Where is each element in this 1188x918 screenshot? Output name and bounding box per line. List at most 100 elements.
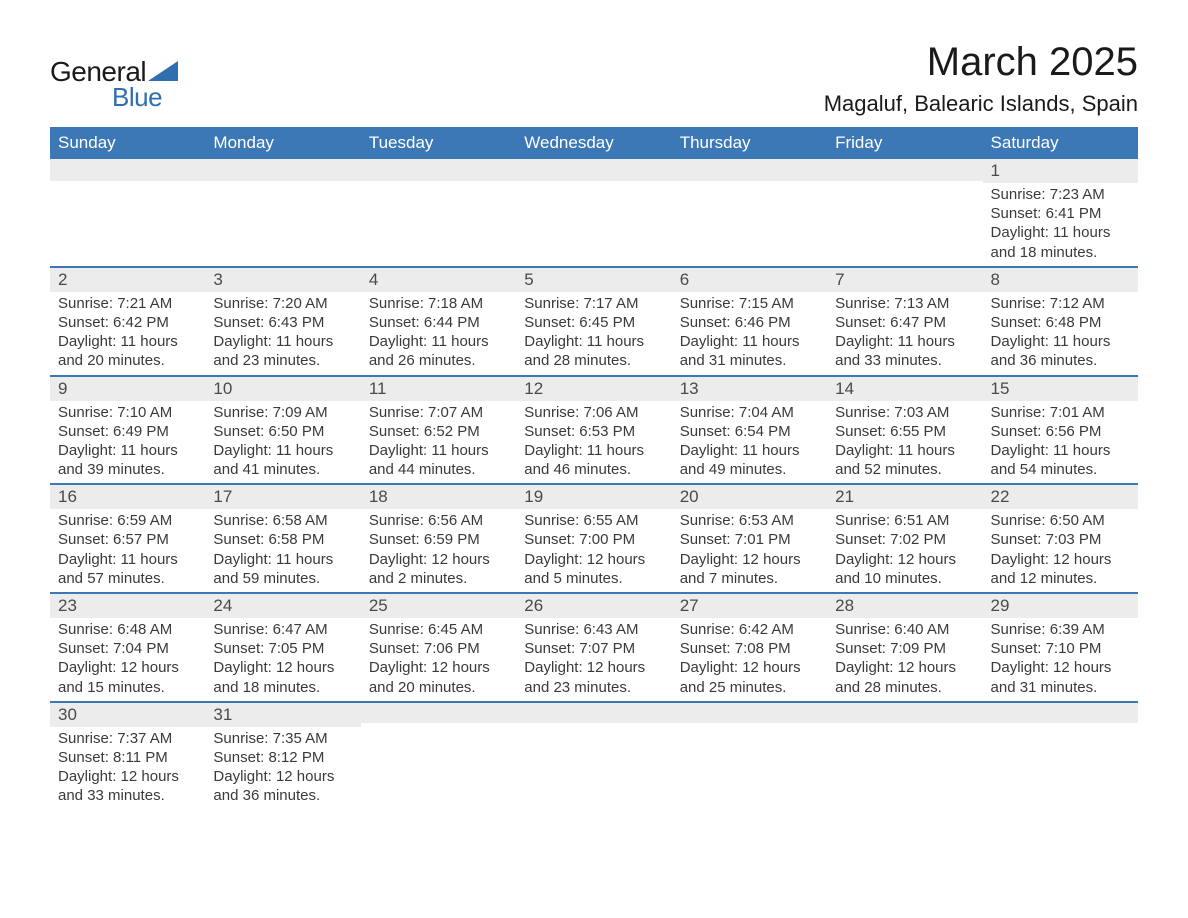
daylight-text: Daylight: 12 hours and 36 minutes. — [213, 767, 352, 805]
day-details — [672, 723, 827, 743]
sunset-text: Sunset: 6:46 PM — [680, 313, 819, 332]
daylight-text: Daylight: 12 hours and 15 minutes. — [58, 658, 197, 696]
daylight-text: Daylight: 12 hours and 33 minutes. — [58, 767, 197, 805]
day-details: Sunrise: 7:10 AMSunset: 6:49 PMDaylight:… — [50, 401, 205, 484]
daylight-text: Daylight: 11 hours and 20 minutes. — [58, 332, 197, 370]
sunset-text: Sunset: 6:54 PM — [680, 422, 819, 441]
day-number: 2 — [50, 266, 205, 292]
day-number: 22 — [983, 483, 1138, 509]
calendar-cell: 27Sunrise: 6:42 AMSunset: 7:08 PMDayligh… — [672, 592, 827, 701]
sunset-text: Sunset: 6:56 PM — [991, 422, 1130, 441]
day-header: Saturday — [983, 127, 1138, 159]
sunrise-text: Sunrise: 6:42 AM — [680, 620, 819, 639]
calendar-cell: 30Sunrise: 7:37 AMSunset: 8:11 PMDayligh… — [50, 701, 205, 810]
day-number: 4 — [361, 266, 516, 292]
calendar-cell: 11Sunrise: 7:07 AMSunset: 6:52 PMDayligh… — [361, 375, 516, 484]
day-number: 20 — [672, 483, 827, 509]
calendar-cell: 3Sunrise: 7:20 AMSunset: 6:43 PMDaylight… — [205, 266, 360, 375]
day-details — [50, 181, 205, 201]
daylight-text: Daylight: 12 hours and 7 minutes. — [680, 550, 819, 588]
sunrise-text: Sunrise: 6:53 AM — [680, 511, 819, 530]
day-details: Sunrise: 7:37 AMSunset: 8:11 PMDaylight:… — [50, 727, 205, 810]
day-header: Friday — [827, 127, 982, 159]
sunset-text: Sunset: 6:42 PM — [58, 313, 197, 332]
day-details: Sunrise: 7:21 AMSunset: 6:42 PMDaylight:… — [50, 292, 205, 375]
day-number: 6 — [672, 266, 827, 292]
calendar-cell: 8Sunrise: 7:12 AMSunset: 6:48 PMDaylight… — [983, 266, 1138, 375]
day-number: 24 — [205, 592, 360, 618]
day-number: 9 — [50, 375, 205, 401]
day-number: 12 — [516, 375, 671, 401]
day-number: 10 — [205, 375, 360, 401]
sunset-text: Sunset: 6:55 PM — [835, 422, 974, 441]
day-number — [361, 701, 516, 723]
day-details: Sunrise: 7:17 AMSunset: 6:45 PMDaylight:… — [516, 292, 671, 375]
sunrise-text: Sunrise: 7:21 AM — [58, 294, 197, 313]
calendar-cell: 9Sunrise: 7:10 AMSunset: 6:49 PMDaylight… — [50, 375, 205, 484]
calendar-week-row: 2Sunrise: 7:21 AMSunset: 6:42 PMDaylight… — [50, 266, 1138, 375]
day-number: 17 — [205, 483, 360, 509]
sunrise-text: Sunrise: 7:03 AM — [835, 403, 974, 422]
daylight-text: Daylight: 11 hours and 46 minutes. — [524, 441, 663, 479]
daylight-text: Daylight: 11 hours and 57 minutes. — [58, 550, 197, 588]
sunrise-text: Sunrise: 6:40 AM — [835, 620, 974, 639]
calendar-week-row: 30Sunrise: 7:37 AMSunset: 8:11 PMDayligh… — [50, 701, 1138, 810]
day-details: Sunrise: 6:39 AMSunset: 7:10 PMDaylight:… — [983, 618, 1138, 701]
day-number: 7 — [827, 266, 982, 292]
calendar-cell — [361, 159, 516, 266]
day-number — [672, 159, 827, 181]
day-details: Sunrise: 6:51 AMSunset: 7:02 PMDaylight:… — [827, 509, 982, 592]
day-details: Sunrise: 6:42 AMSunset: 7:08 PMDaylight:… — [672, 618, 827, 701]
day-number: 13 — [672, 375, 827, 401]
day-number: 21 — [827, 483, 982, 509]
calendar-cell: 31Sunrise: 7:35 AMSunset: 8:12 PMDayligh… — [205, 701, 360, 810]
calendar-cell: 7Sunrise: 7:13 AMSunset: 6:47 PMDaylight… — [827, 266, 982, 375]
logo: General Blue — [50, 56, 178, 113]
day-details: Sunrise: 6:58 AMSunset: 6:58 PMDaylight:… — [205, 509, 360, 592]
sunrise-text: Sunrise: 7:10 AM — [58, 403, 197, 422]
sunset-text: Sunset: 6:57 PM — [58, 530, 197, 549]
calendar-cell: 26Sunrise: 6:43 AMSunset: 7:07 PMDayligh… — [516, 592, 671, 701]
calendar-cell — [205, 159, 360, 266]
sunset-text: Sunset: 6:53 PM — [524, 422, 663, 441]
sunset-text: Sunset: 7:09 PM — [835, 639, 974, 658]
calendar-cell: 13Sunrise: 7:04 AMSunset: 6:54 PMDayligh… — [672, 375, 827, 484]
sunset-text: Sunset: 6:59 PM — [369, 530, 508, 549]
daylight-text: Daylight: 11 hours and 39 minutes. — [58, 441, 197, 479]
day-details: Sunrise: 7:09 AMSunset: 6:50 PMDaylight:… — [205, 401, 360, 484]
sunrise-text: Sunrise: 6:59 AM — [58, 511, 197, 530]
page-header: General Blue March 2025 Magaluf, Baleari… — [50, 40, 1138, 117]
calendar-cell: 20Sunrise: 6:53 AMSunset: 7:01 PMDayligh… — [672, 483, 827, 592]
sunrise-text: Sunrise: 7:35 AM — [213, 729, 352, 748]
day-number — [50, 159, 205, 181]
calendar-cell — [827, 159, 982, 266]
calendar-cell: 19Sunrise: 6:55 AMSunset: 7:00 PMDayligh… — [516, 483, 671, 592]
calendar-cell: 6Sunrise: 7:15 AMSunset: 6:46 PMDaylight… — [672, 266, 827, 375]
calendar-week-row: 9Sunrise: 7:10 AMSunset: 6:49 PMDaylight… — [50, 375, 1138, 484]
day-number: 5 — [516, 266, 671, 292]
sunrise-text: Sunrise: 7:04 AM — [680, 403, 819, 422]
sunset-text: Sunset: 8:11 PM — [58, 748, 197, 767]
sunset-text: Sunset: 6:52 PM — [369, 422, 508, 441]
day-details: Sunrise: 6:59 AMSunset: 6:57 PMDaylight:… — [50, 509, 205, 592]
day-details — [361, 181, 516, 201]
daylight-text: Daylight: 11 hours and 59 minutes. — [213, 550, 352, 588]
day-number: 28 — [827, 592, 982, 618]
day-number: 8 — [983, 266, 1138, 292]
daylight-text: Daylight: 11 hours and 31 minutes. — [680, 332, 819, 370]
day-details: Sunrise: 6:56 AMSunset: 6:59 PMDaylight:… — [361, 509, 516, 592]
sunrise-text: Sunrise: 7:13 AM — [835, 294, 974, 313]
day-number: 29 — [983, 592, 1138, 618]
sunset-text: Sunset: 7:07 PM — [524, 639, 663, 658]
day-details: Sunrise: 7:06 AMSunset: 6:53 PMDaylight:… — [516, 401, 671, 484]
day-number — [516, 701, 671, 723]
day-details — [827, 723, 982, 743]
sunset-text: Sunset: 6:44 PM — [369, 313, 508, 332]
sunrise-text: Sunrise: 7:17 AM — [524, 294, 663, 313]
daylight-text: Daylight: 11 hours and 28 minutes. — [524, 332, 663, 370]
calendar-week-row: 16Sunrise: 6:59 AMSunset: 6:57 PMDayligh… — [50, 483, 1138, 592]
sunset-text: Sunset: 6:43 PM — [213, 313, 352, 332]
calendar-cell: 5Sunrise: 7:17 AMSunset: 6:45 PMDaylight… — [516, 266, 671, 375]
day-number: 23 — [50, 592, 205, 618]
calendar-cell: 24Sunrise: 6:47 AMSunset: 7:05 PMDayligh… — [205, 592, 360, 701]
